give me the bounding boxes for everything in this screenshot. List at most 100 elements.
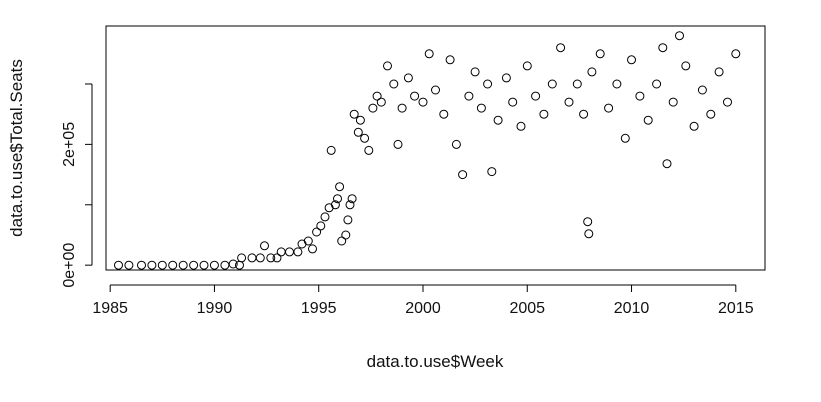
data-point bbox=[168, 260, 178, 270]
data-point bbox=[620, 133, 630, 143]
data-point bbox=[220, 260, 230, 270]
data-point bbox=[137, 260, 146, 270]
x-tick-label: 1995 bbox=[301, 300, 337, 317]
data-point bbox=[266, 253, 276, 263]
data-point bbox=[583, 217, 593, 227]
data-point bbox=[584, 229, 594, 239]
data-point bbox=[209, 260, 219, 270]
data-point bbox=[410, 91, 420, 101]
data-point bbox=[493, 115, 503, 125]
data-point bbox=[731, 49, 741, 59]
data-point bbox=[587, 67, 597, 77]
data-point bbox=[451, 139, 461, 149]
data-point bbox=[652, 79, 662, 89]
x-tick-label: 2005 bbox=[509, 300, 545, 317]
y-axis: 0e+00 2e+05 bbox=[61, 83, 93, 288]
data-point bbox=[303, 236, 313, 246]
data-point bbox=[345, 200, 355, 210]
data-point bbox=[470, 67, 480, 77]
data-point bbox=[312, 227, 322, 237]
data-point bbox=[424, 49, 434, 59]
data-point bbox=[189, 260, 199, 270]
data-point bbox=[556, 43, 566, 53]
data-point bbox=[643, 115, 653, 125]
data-point bbox=[483, 79, 493, 89]
data-point bbox=[333, 194, 342, 204]
data-point bbox=[308, 244, 317, 254]
data-point bbox=[723, 97, 732, 107]
x-axis: 1985 1990 1995 2000 2005 2010 2015 bbox=[92, 284, 754, 317]
data-point bbox=[458, 170, 468, 180]
data-point bbox=[349, 109, 359, 119]
data-point bbox=[675, 31, 684, 41]
data-point bbox=[389, 79, 399, 89]
data-point bbox=[706, 109, 716, 119]
data-point bbox=[326, 145, 336, 155]
data-point bbox=[522, 61, 532, 71]
data-point bbox=[403, 73, 413, 83]
data-point bbox=[431, 85, 440, 95]
data-point bbox=[347, 194, 357, 204]
data-point bbox=[445, 55, 455, 65]
x-tick-label: 2015 bbox=[718, 300, 754, 317]
data-point bbox=[476, 103, 486, 113]
data-point bbox=[255, 253, 265, 263]
data-point bbox=[464, 91, 474, 101]
data-point bbox=[353, 127, 363, 137]
y-axis-title: data.to.use$Total.Seats bbox=[7, 59, 26, 237]
data-points bbox=[114, 31, 741, 270]
data-point bbox=[627, 55, 636, 65]
data-point bbox=[376, 97, 386, 107]
data-point bbox=[341, 230, 351, 240]
data-point bbox=[579, 109, 589, 119]
x-tick-label: 2000 bbox=[405, 300, 441, 317]
data-point bbox=[383, 61, 392, 71]
data-point bbox=[364, 145, 374, 155]
data-point bbox=[293, 247, 303, 257]
data-point bbox=[547, 79, 557, 89]
data-point bbox=[199, 260, 209, 270]
data-point bbox=[337, 236, 347, 246]
data-point bbox=[368, 103, 378, 113]
data-point bbox=[516, 121, 526, 131]
data-point bbox=[355, 115, 365, 125]
data-point bbox=[372, 91, 382, 101]
data-point bbox=[681, 61, 691, 71]
data-point bbox=[260, 241, 269, 251]
data-point bbox=[178, 260, 188, 270]
data-point bbox=[397, 103, 407, 113]
plot-frame bbox=[105, 25, 766, 271]
data-point bbox=[330, 200, 340, 210]
data-point bbox=[393, 139, 403, 149]
data-point bbox=[508, 97, 518, 107]
data-point bbox=[697, 85, 707, 95]
data-point bbox=[439, 109, 449, 119]
data-point bbox=[668, 97, 678, 107]
x-tick-label: 1990 bbox=[197, 300, 233, 317]
data-point bbox=[572, 79, 582, 89]
data-point bbox=[658, 43, 668, 53]
data-point bbox=[285, 247, 294, 257]
data-point bbox=[539, 109, 549, 119]
data-point bbox=[228, 259, 238, 269]
x-tick-label: 2010 bbox=[614, 300, 650, 317]
data-point bbox=[147, 260, 157, 270]
data-point bbox=[247, 253, 257, 263]
data-point bbox=[124, 260, 134, 270]
data-point bbox=[276, 247, 286, 257]
data-point bbox=[531, 91, 541, 101]
y-tick-label: 2e+05 bbox=[61, 122, 78, 167]
data-point bbox=[595, 49, 605, 59]
data-point bbox=[157, 260, 167, 270]
data-point bbox=[689, 121, 699, 131]
data-point bbox=[612, 79, 622, 89]
data-point bbox=[714, 67, 724, 77]
x-tick-label: 1985 bbox=[92, 300, 128, 317]
data-point bbox=[487, 167, 497, 177]
data-point bbox=[662, 159, 672, 169]
data-point bbox=[320, 212, 330, 222]
data-point bbox=[635, 91, 645, 101]
data-point bbox=[335, 182, 345, 192]
data-point bbox=[272, 253, 282, 263]
